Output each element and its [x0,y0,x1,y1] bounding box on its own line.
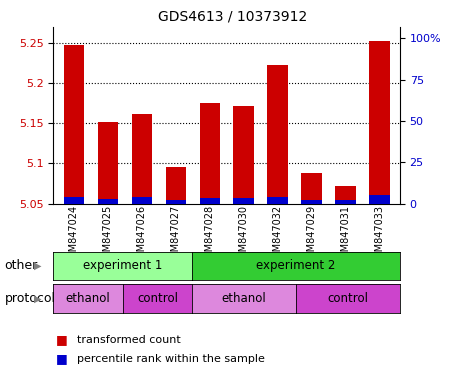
Text: other: other [5,260,38,272]
Bar [199,103,220,204]
Bar [132,114,152,204]
Bar [267,65,288,204]
Bar [64,197,84,204]
Text: control: control [327,292,368,305]
Text: ▶: ▶ [33,261,41,271]
Bar [166,167,186,204]
Bar [166,200,186,204]
Bar [301,200,322,204]
Bar [132,197,152,204]
Bar [199,198,220,204]
Text: ▶: ▶ [33,293,41,304]
Bar [335,186,356,204]
Bar [233,198,254,204]
Text: protocol: protocol [5,292,56,305]
Text: GDS4613 / 10373912: GDS4613 / 10373912 [158,10,307,23]
Bar [98,122,118,204]
Text: ■: ■ [56,333,67,346]
Bar [233,106,254,204]
Text: transformed count: transformed count [77,335,180,345]
Bar [267,197,288,204]
Bar [301,173,322,204]
Text: ■: ■ [56,353,67,366]
Bar [369,41,390,204]
Text: ethanol: ethanol [66,292,111,305]
Bar [64,45,84,204]
Text: experiment 2: experiment 2 [256,260,336,272]
Text: ethanol: ethanol [222,292,266,305]
Bar [335,200,356,204]
Bar [98,199,118,204]
Text: percentile rank within the sample: percentile rank within the sample [77,354,265,364]
Bar [369,195,390,204]
Text: control: control [137,292,178,305]
Text: experiment 1: experiment 1 [83,260,162,272]
